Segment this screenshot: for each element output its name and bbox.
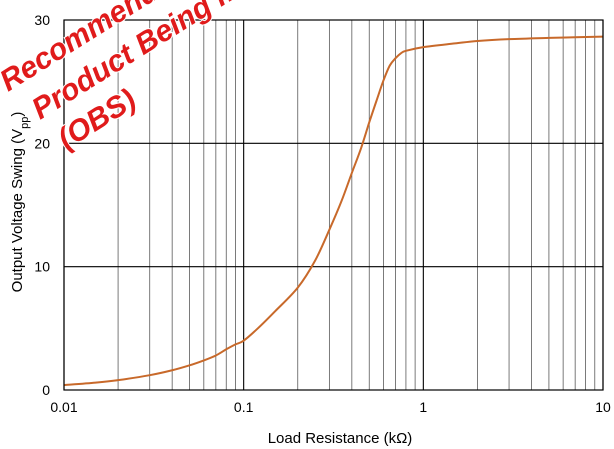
y-tick-label: 20 bbox=[34, 135, 50, 151]
y-axis-title: Output Voltage Swing (Vpp) bbox=[9, 112, 31, 293]
series-line bbox=[63, 35, 604, 387]
y-axis-title-sub: pp bbox=[19, 117, 31, 129]
grid-major bbox=[63, 19, 604, 391]
y-axis-title-close: ) bbox=[9, 112, 26, 117]
x-tick-label: 10 bbox=[595, 399, 611, 415]
x-tick-label: 0.1 bbox=[234, 399, 254, 415]
y-tick-label: 30 bbox=[34, 12, 50, 28]
plot-frame bbox=[63, 19, 604, 391]
y-axis-title-main: Output Voltage Swing (V bbox=[9, 129, 26, 292]
watermark: Recommended for New DesignsProduct Being… bbox=[0, 0, 401, 157]
x-tick-label: 0.01 bbox=[50, 399, 77, 415]
x-axis-title: Load Resistance (kΩ) bbox=[268, 430, 413, 447]
x-tick-label: 1 bbox=[419, 399, 427, 415]
series-layer bbox=[63, 35, 604, 387]
grid-minor bbox=[117, 20, 596, 390]
ticks-layer: 0.01 0.1 1 10 0 10 20 30 bbox=[34, 12, 611, 415]
y-tick-label: 10 bbox=[34, 259, 50, 275]
y-tick-label: 0 bbox=[42, 382, 50, 398]
watermark-line: Product Being moved bbox=[26, 0, 307, 126]
